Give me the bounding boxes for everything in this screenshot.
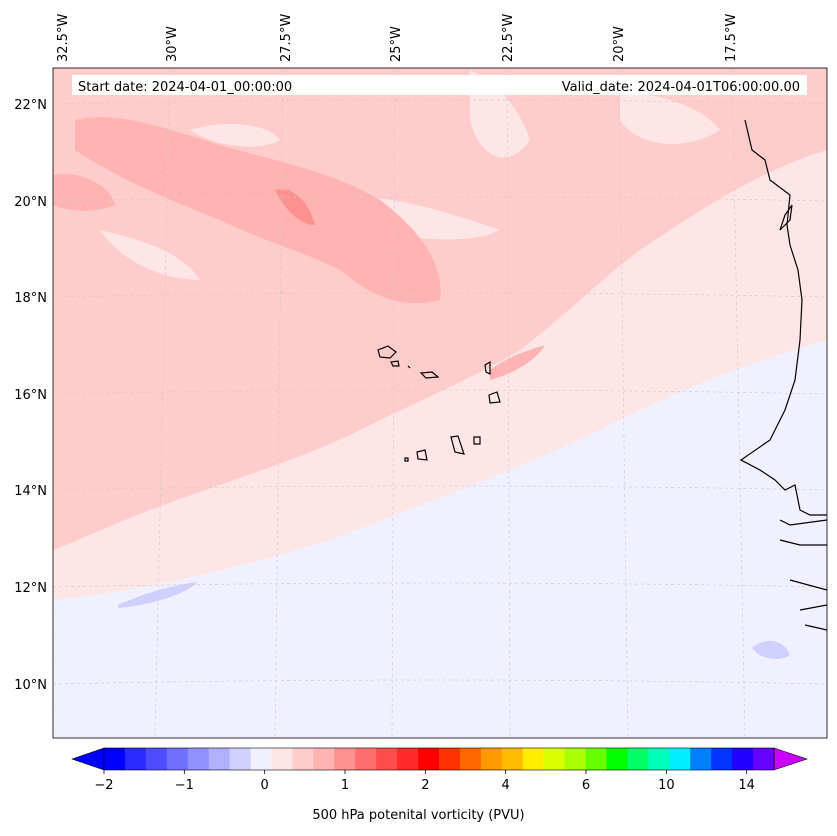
colorbar-cell [187, 748, 210, 770]
colorbar-cell [501, 748, 524, 770]
colorbar-cell [334, 748, 356, 770]
colorbar-title: 500 hPa potenital vorticity (PVU) [312, 808, 525, 823]
colorbar-under-triangle [71, 747, 105, 771]
colorbar: −2 −1 0 1 2 4 6 10 14 [71, 747, 808, 793]
colorbar-cell [564, 748, 587, 770]
colorbar-cell [292, 748, 314, 770]
pv-field-negative-region [53, 340, 827, 738]
colorbar-cell [585, 748, 607, 770]
colorbar-cell [690, 748, 712, 770]
lon-label: 25°W [389, 26, 404, 62]
colorbar-tick-label: −2 [94, 778, 113, 793]
colorbar-outline [103, 747, 775, 771]
colorbar-tick-label: 14 [738, 778, 755, 793]
lat-label: 10°N [14, 678, 47, 693]
longitude-labels: 32.5°W 30°W 27.5°W 25°W 22.5°W 20°W 17.5… [56, 14, 739, 62]
latitude-labels: 22°N 20°N 18°N 16°N 14°N 12°N 10°N [14, 98, 47, 693]
lon-label: 20°W [612, 26, 627, 62]
colorbar-cell [522, 748, 545, 770]
graticule [53, 68, 827, 738]
colorbar-cell [669, 748, 691, 770]
colorbar-cell [166, 748, 189, 770]
colorbar-cell [543, 748, 566, 770]
colorbar-cell [648, 748, 670, 770]
lon-label: 30°W [165, 26, 180, 62]
colorbar-cell [376, 748, 398, 770]
colorbar-cell [711, 748, 733, 770]
colorbar-cell [124, 748, 147, 770]
colorbar-cell [480, 748, 503, 770]
date-info-box [72, 75, 807, 95]
colorbar-tick-label: 4 [502, 778, 510, 793]
colorbar-cell [606, 748, 628, 770]
lat-label: 14°N [14, 484, 47, 499]
lon-label: 32.5°W [56, 14, 71, 62]
colorbar-tick-label: −1 [175, 778, 194, 793]
lat-label: 16°N [14, 388, 47, 403]
colorbar-cell [753, 748, 775, 770]
lon-label: 17.5°W [724, 14, 739, 62]
colorbar-cell [250, 748, 272, 770]
lon-label: 22.5°W [501, 14, 516, 62]
start-date-label: Start date: 2024-04-01_00:00:00 [78, 80, 292, 95]
map-frame [52, 67, 828, 739]
colorbar-tick-label: 0 [261, 778, 269, 793]
colorbar-tick-label: 2 [421, 778, 429, 793]
african-coastline [739, 119, 827, 516]
lat-label: 22°N [14, 98, 47, 113]
colorbar-cell [397, 748, 419, 770]
colorbar-over-triangle [773, 747, 808, 771]
colorbar-cell [208, 748, 231, 770]
colorbar-cell [145, 748, 168, 770]
colorbar-cell [439, 748, 461, 770]
colorbar-cell [104, 748, 126, 770]
colorbar-tick-label: 10 [658, 778, 675, 793]
colorbar-cell [459, 748, 482, 770]
lat-label: 12°N [14, 581, 47, 596]
colorbar-tick-label: 1 [341, 778, 349, 793]
colorbar-cell [229, 748, 252, 770]
pv-field [53, 68, 827, 738]
colorbar-cell [271, 748, 293, 770]
colorbar-tick-label: 6 [582, 778, 590, 793]
lat-label: 18°N [14, 291, 47, 306]
lon-label: 27.5°W [279, 14, 294, 62]
colorbar-cell [355, 748, 377, 770]
colorbar-cell [313, 748, 335, 770]
pv-field-band-strong [75, 117, 441, 304]
coastline [377, 119, 827, 631]
lat-label: 20°N [14, 195, 47, 210]
cape-verde-islands [377, 345, 501, 462]
valid-date-label: Valid_date: 2024-04-01T06:00:00.00 [562, 80, 800, 95]
colorbar-cell [732, 748, 754, 770]
colorbar-cell [627, 748, 649, 770]
colorbar-cell [418, 748, 440, 770]
